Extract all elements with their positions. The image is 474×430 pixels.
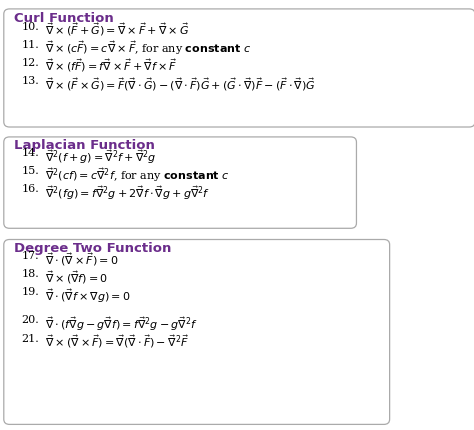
- Text: Degree Two Function: Degree Two Function: [14, 242, 172, 255]
- Text: $\vec{\nabla}^{2}(cf) = c\vec{\nabla}^{2}f$, for any $\mathbf{constant}$ $c$: $\vec{\nabla}^{2}(cf) = c\vec{\nabla}^{2…: [45, 166, 230, 183]
- FancyBboxPatch shape: [4, 240, 390, 424]
- Text: $\vec{\nabla} \times (\vec{\nabla}f) = 0$: $\vec{\nabla} \times (\vec{\nabla}f) = 0…: [45, 268, 108, 285]
- Text: $\vec{\nabla} \cdot (\vec{\nabla}f \times \nabla g) = 0$: $\vec{\nabla} \cdot (\vec{\nabla}f \time…: [45, 286, 130, 304]
- Text: 18.: 18.: [21, 268, 39, 278]
- Text: 13.: 13.: [21, 76, 39, 86]
- Text: 21.: 21.: [21, 333, 39, 343]
- Text: 10.: 10.: [21, 22, 39, 31]
- Text: 12.: 12.: [21, 58, 39, 68]
- Text: 11.: 11.: [21, 40, 39, 49]
- FancyBboxPatch shape: [4, 10, 474, 128]
- Text: $\vec{\nabla} \cdot (\vec{\nabla} \times \vec{F}) = 0$: $\vec{\nabla} \cdot (\vec{\nabla} \times…: [45, 250, 118, 267]
- Text: 14.: 14.: [21, 147, 39, 157]
- Text: $\vec{\nabla}^{2}(fg) = f\vec{\nabla}^{2}g + 2\vec{\nabla}f \cdot \vec{\nabla}g : $\vec{\nabla}^{2}(fg) = f\vec{\nabla}^{2…: [45, 184, 210, 201]
- Text: $\vec{\nabla} \times (\vec{F} \times \vec{G}) = \vec{F}(\vec{\nabla} \cdot \vec{: $\vec{\nabla} \times (\vec{F} \times \ve…: [45, 76, 316, 92]
- Text: $\vec{\nabla} \times (c\vec{F}) = c\vec{\nabla} \times \vec{F}$, for any $\mathb: $\vec{\nabla} \times (c\vec{F}) = c\vec{…: [45, 40, 251, 57]
- Text: $\vec{\nabla} \cdot (f\vec{\nabla}g - g\vec{\nabla}f) = f\vec{\nabla}^{2}g - g\v: $\vec{\nabla} \cdot (f\vec{\nabla}g - g\…: [45, 315, 198, 332]
- Text: 20.: 20.: [21, 315, 39, 325]
- Text: 16.: 16.: [21, 184, 39, 194]
- Text: $\vec{\nabla} \times (\vec{\nabla} \times \vec{F}) = \vec{\nabla}(\vec{\nabla} \: $\vec{\nabla} \times (\vec{\nabla} \time…: [45, 333, 189, 350]
- Text: $\vec{\nabla} \times (\vec{F} + \vec{G}) = \vec{\nabla} \times \vec{F} + \vec{\n: $\vec{\nabla} \times (\vec{F} + \vec{G})…: [45, 22, 190, 38]
- FancyBboxPatch shape: [4, 138, 356, 229]
- Text: Laplacian Function: Laplacian Function: [14, 138, 155, 151]
- Text: $\vec{\nabla}^{2}(f + g) = \vec{\nabla}^{2}f + \vec{\nabla}^{2}g$: $\vec{\nabla}^{2}(f + g) = \vec{\nabla}^…: [45, 147, 156, 165]
- Text: 15.: 15.: [21, 166, 39, 175]
- Text: 19.: 19.: [21, 286, 39, 296]
- Text: 17.: 17.: [21, 250, 39, 260]
- Text: $\vec{\nabla} \times (f\vec{F}) = f\vec{\nabla} \times \vec{F} + \vec{\nabla}f \: $\vec{\nabla} \times (f\vec{F}) = f\vec{…: [45, 58, 177, 74]
- Text: Curl Function: Curl Function: [14, 12, 114, 25]
